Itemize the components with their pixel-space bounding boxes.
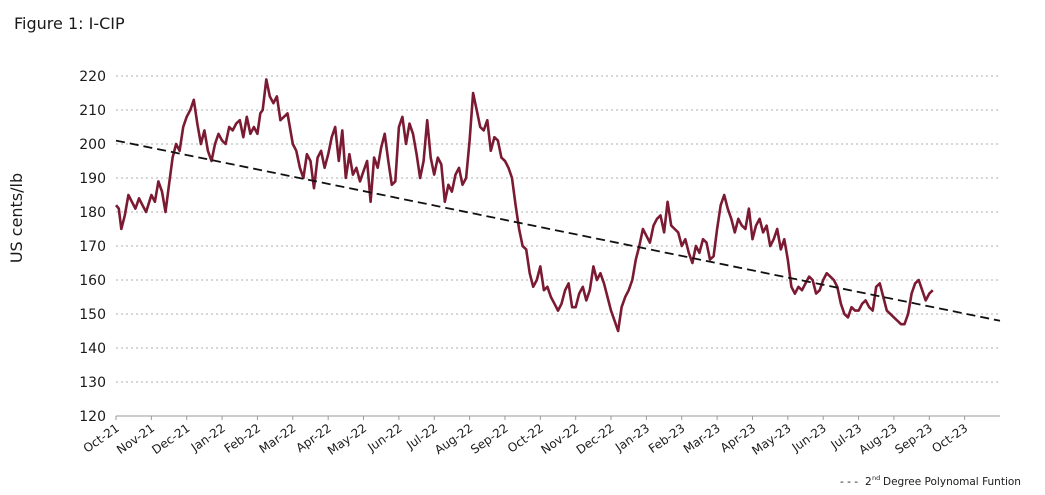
x-tick-label: Jun-23: [789, 421, 829, 455]
x-tick-label: Feb-23: [646, 421, 688, 456]
legend: - - - 2 nd Degree Polynomal Funtion: [840, 474, 1021, 488]
y-axis-label: US cents/lb: [7, 173, 26, 263]
x-tick-label: Feb-22: [222, 421, 264, 456]
x-tick-label: Nov-22: [538, 421, 581, 457]
legend-superscript: nd: [872, 474, 880, 482]
y-tick-label: 170: [79, 239, 106, 255]
series-line-price: [114, 78, 934, 333]
legend-dash-marker: - - -: [840, 476, 858, 488]
x-tick-label: Jun-22: [364, 421, 404, 455]
y-tick-label: 160: [79, 273, 106, 289]
y-axis-ticks: 120 130 140 150 160 170 180 190 200 210 220: [79, 69, 106, 425]
y-tick-label: 200: [79, 137, 106, 153]
y-tick-label: 120: [79, 409, 106, 425]
x-tick-label: Oct-21: [81, 421, 122, 456]
y-tick-label: 150: [79, 307, 106, 323]
y-tick-label: 210: [79, 103, 106, 119]
x-tick-label: Oct-22: [505, 421, 546, 456]
x-axis-ticks: Oct-21Nov-21Dec-21Jan-22Feb-22Mar-22Apr-…: [81, 416, 970, 458]
y-tick-label: 190: [79, 171, 106, 187]
x-tick-label: Dec-21: [149, 421, 192, 457]
series-line-trend: [115, 139, 1001, 322]
x-tick-label: Nov-21: [114, 421, 157, 457]
x-tick-label: Mar-23: [681, 421, 723, 456]
y-tick-label: 130: [79, 375, 106, 391]
x-tick-label: Jan-23: [612, 421, 652, 455]
x-tick-label: Mar-22: [257, 421, 299, 456]
x-tick-label: Oct-23: [929, 421, 970, 456]
y-tick-label: 140: [79, 341, 106, 357]
x-tick-label: Aug-23: [856, 421, 899, 457]
x-tick-label: Sep-22: [468, 421, 511, 457]
x-tick-label: May-23: [749, 421, 793, 458]
x-tick-label: Jan-22: [188, 421, 228, 455]
x-tick-label: Aug-22: [432, 421, 475, 457]
x-tick-label: Dec-22: [574, 421, 617, 457]
legend-label: Degree Polynomal Funtion: [883, 476, 1021, 488]
x-tick-label: May-22: [325, 421, 369, 458]
y-tick-label: 220: [79, 69, 106, 85]
y-tick-label: 180: [79, 205, 106, 221]
figure-title: Figure 1: I-CIP: [14, 14, 125, 33]
legend-prefix: 2: [865, 476, 872, 488]
gridlines: [116, 75, 1000, 417]
series-group: [114, 78, 1001, 333]
x-tick-label: Sep-23: [892, 421, 935, 457]
